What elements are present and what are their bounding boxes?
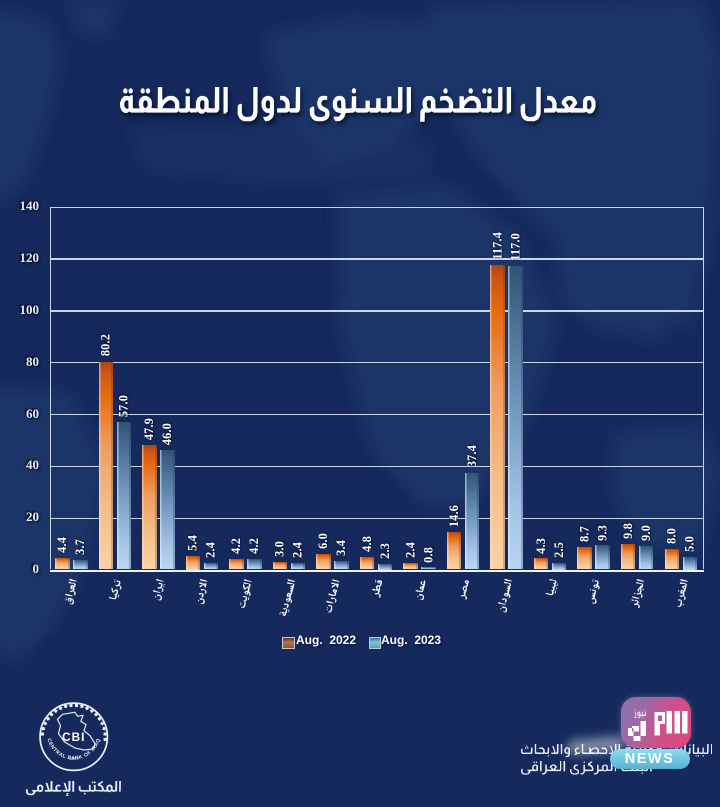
svg-text:CBI: CBI <box>62 731 85 744</box>
svg-text:1947: 1947 <box>69 756 79 761</box>
